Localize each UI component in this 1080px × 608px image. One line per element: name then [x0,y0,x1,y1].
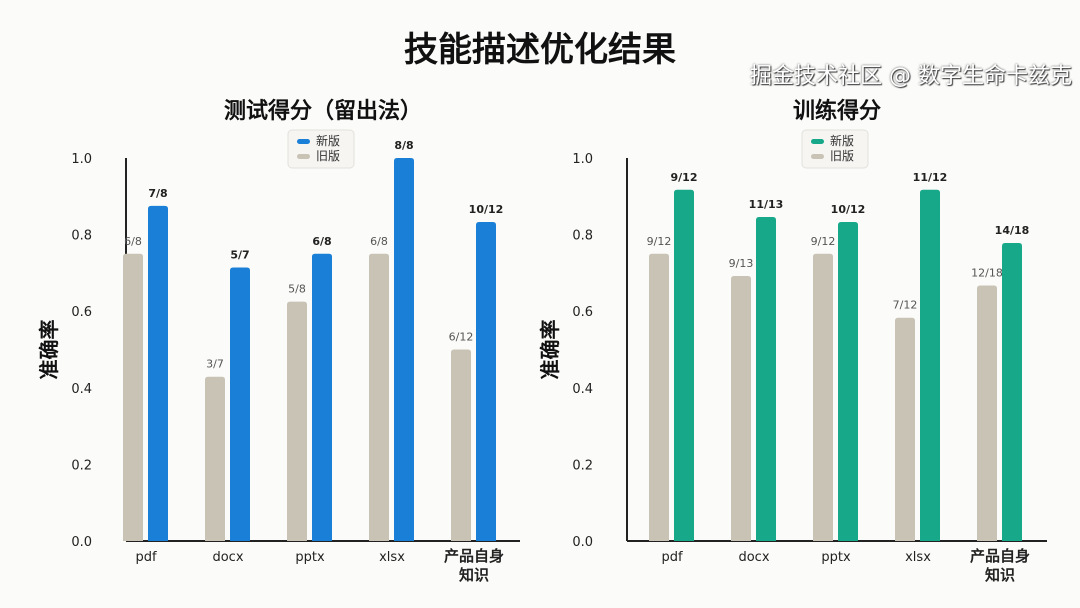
legend-label: 新版 [830,133,854,148]
bar-old [369,253,389,541]
bar-value-label: 9/13 [729,257,754,270]
bar-old [205,376,225,541]
y-tick-label: 0.4 [572,382,593,397]
bar-new [476,221,496,541]
bar-value-label: 6/12 [449,331,474,344]
y-axis-label: 准确率 [37,320,61,380]
main-title: 技能描述优化结果 [404,30,676,70]
bar-value-label: 14/18 [995,224,1030,237]
legend-swatch [811,139,824,144]
bar-value-label: 7/8 [148,187,167,200]
bar-new [674,189,694,541]
bar-value-label: 9/12 [671,171,698,184]
bar-value-label: 11/13 [749,198,784,211]
legend-swatch [811,154,824,159]
x-tick-label: docx [212,550,243,565]
bar-value-label: 9/12 [647,235,672,248]
y-tick-label: 0.2 [572,458,593,473]
bar-new [148,205,168,541]
y-tick-label: 0.6 [572,305,593,320]
bar-value-label: 5/7 [230,249,249,262]
bar-value-label: 11/12 [913,171,948,184]
x-tick-label: 知识 [459,566,489,584]
y-tick-label: 1.0 [572,152,593,167]
y-tick-label: 0.6 [71,305,92,320]
bar-value-label: 6/8 [124,235,142,248]
chart-title: 训练得分 [793,98,881,124]
y-tick-label: 0.8 [71,229,92,244]
legend-swatch [297,139,310,144]
bar-new [920,189,940,541]
watermark: 掘金技术社区 @ 数字生命卡兹克 [750,64,1072,89]
bar-value-label: 10/12 [831,203,866,216]
bar-value-label: 3/7 [206,358,224,371]
x-tick-label: pptx [821,550,851,565]
x-tick-label: 产品自身 [444,547,504,565]
bar-new [230,267,250,541]
x-tick-label: pdf [135,550,157,565]
bar-new [312,253,332,541]
y-tick-label: 0.8 [572,229,593,244]
bar-value-label: 9/12 [811,235,836,248]
x-tick-label: pptx [295,550,325,565]
bar-value-label: 12/18 [971,267,1003,280]
x-tick-label: pdf [661,550,683,565]
bar-new [1002,243,1022,541]
y-tick-label: 0.2 [71,458,92,473]
bar-old [977,285,997,541]
x-tick-label: 产品自身 [970,547,1030,565]
legend-label: 旧版 [316,149,340,163]
bar-old [813,253,833,541]
bar-old [123,253,143,541]
bar-value-label: 7/12 [893,299,918,312]
x-tick-label: 知识 [985,566,1015,584]
x-tick-label: docx [738,550,769,565]
bar-old [451,349,471,541]
legend-swatch [297,154,310,159]
bar-value-label: 6/8 [370,235,388,248]
chart-title: 测试得分（留出法） [224,98,422,124]
bar-value-label: 5/8 [288,283,306,296]
bar-old [731,275,751,541]
x-tick-label: xlsx [905,550,931,565]
x-tick-label: xlsx [379,550,405,565]
y-tick-label: 0.0 [572,535,593,550]
bar-old [649,253,669,541]
bar-value-label: 6/8 [312,235,331,248]
bar-new [394,158,414,541]
bar-old [895,317,915,541]
bar-value-label: 10/12 [469,203,504,216]
y-tick-label: 0.0 [71,535,92,550]
y-tick-label: 1.0 [71,152,92,167]
legend-label: 旧版 [830,149,854,163]
bar-new [838,221,858,541]
y-tick-label: 0.4 [71,382,92,397]
legend-label: 新版 [316,133,340,148]
y-axis-label: 准确率 [538,320,562,380]
bar-value-label: 8/8 [394,139,413,152]
bar-old [287,301,307,541]
bar-new [756,216,776,541]
